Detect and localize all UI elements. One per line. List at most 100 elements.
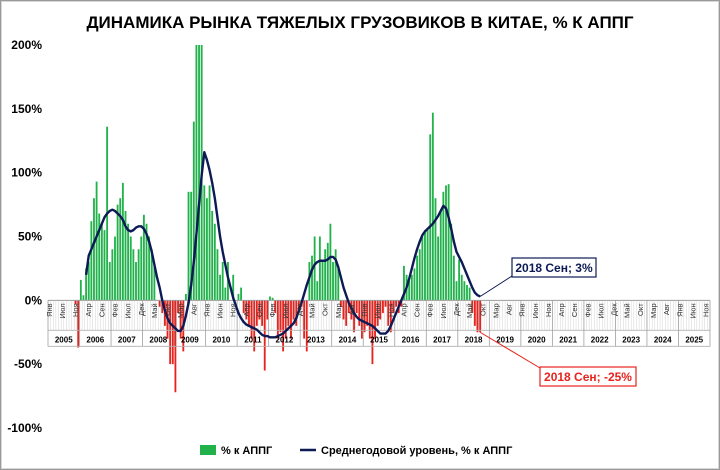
month-tick-label: Май: [623, 303, 632, 318]
month-tick-label: Ноя: [229, 303, 238, 317]
bar: [426, 230, 429, 301]
bar: [316, 281, 319, 301]
month-tick-label: Сен: [255, 303, 264, 317]
year-tick-label: 2006: [86, 335, 104, 344]
bar: [292, 300, 295, 320]
y-tick-label: -100%: [7, 421, 42, 435]
bar: [421, 236, 424, 301]
bar: [413, 268, 416, 301]
bar: [208, 185, 211, 301]
month-tick-label: Сен: [97, 303, 106, 317]
year-tick-label: 2023: [622, 335, 640, 344]
bar: [82, 295, 85, 301]
month-tick-label: Апр: [242, 303, 251, 316]
year-tick-label: 2015: [370, 335, 388, 344]
year-tick-label: 2021: [559, 335, 577, 344]
bar: [124, 210, 127, 301]
x-axis: [47, 299, 711, 347]
year-tick-label: 2017: [433, 335, 451, 344]
bar: [219, 274, 221, 301]
month-tick-label: Окт: [163, 303, 172, 316]
month-tick-label: Ноя: [71, 303, 80, 317]
month-tick-label: Июн: [216, 303, 225, 318]
bar: [297, 300, 300, 314]
bar: [431, 112, 434, 301]
bar: [418, 249, 421, 301]
bar: [332, 262, 334, 301]
bar: [98, 213, 101, 301]
bar: [177, 300, 179, 314]
bar: [100, 223, 103, 301]
bar: [142, 214, 145, 301]
month-tick-label: Июл: [58, 303, 67, 318]
bar: [371, 300, 374, 365]
bar: [185, 293, 187, 301]
month-tick-label: Фев: [426, 303, 435, 317]
bar: [111, 249, 114, 301]
bar: [253, 300, 256, 352]
bar: [389, 300, 392, 333]
month-tick-label: Дек: [610, 303, 619, 316]
x-axis-labels: Янв Июл Ноя Апр Сен Фев Июл Дек Май Окт Мар Авг Янв И…: [45, 303, 711, 345]
bar: [150, 249, 153, 301]
line-callout-box: [511, 257, 597, 278]
bar-series: [74, 45, 482, 393]
month-tick-label: Янв: [360, 303, 369, 317]
bar: [279, 300, 282, 333]
bar: [95, 181, 98, 301]
year-tick-label: 2024: [654, 335, 672, 344]
bar: [287, 300, 290, 326]
bar: [103, 230, 106, 301]
month-tick-label: Янв: [202, 303, 211, 317]
bar: [452, 255, 455, 301]
bar: [303, 300, 306, 339]
bar: [368, 300, 371, 339]
bar: [132, 249, 135, 301]
year-tick-label: 2013: [307, 335, 325, 344]
bar: [408, 281, 411, 301]
bar: [468, 287, 471, 301]
bar: [403, 265, 405, 301]
bar: [276, 300, 279, 339]
bar: [466, 285, 468, 301]
bar: [190, 191, 193, 301]
bar: [473, 300, 476, 326]
bar: [169, 300, 172, 365]
bar: [366, 300, 369, 326]
month-tick-label: Окт: [636, 303, 645, 316]
month-tick-label: Фев: [268, 303, 277, 317]
bar: [384, 300, 387, 307]
month-tick-label: Дек: [137, 303, 146, 316]
year-tick-label: 2018: [465, 335, 483, 344]
bar: [158, 300, 161, 307]
bar: [447, 184, 450, 301]
y-tick-label: 0%: [25, 293, 43, 307]
year-tick-label: 2005: [55, 335, 73, 344]
bar: [198, 45, 200, 301]
bar: [324, 249, 327, 301]
bar: [416, 255, 419, 301]
year-tick-label: 2012: [276, 335, 294, 344]
year-tick-label: 2010: [212, 335, 230, 344]
bar: [342, 300, 345, 320]
bar: [171, 300, 174, 365]
y-tick-label: -50%: [14, 357, 42, 371]
bar: [290, 300, 292, 339]
month-tick-label: Июл: [596, 303, 605, 318]
bar: [211, 210, 214, 301]
legend-bar-swatch: [200, 445, 216, 455]
bar: [308, 262, 311, 301]
month-tick-label: Апр: [399, 303, 408, 316]
bar: [148, 236, 151, 301]
y-tick-label: 150%: [11, 102, 42, 116]
bar: [127, 223, 130, 301]
bar: [334, 249, 337, 301]
month-tick-label: Янв: [45, 303, 54, 317]
bar: [295, 300, 298, 326]
year-tick-label: 2020: [528, 335, 546, 344]
bar: [145, 223, 148, 301]
year-tick-label: 2007: [118, 335, 136, 344]
bar: [329, 223, 332, 301]
month-tick-label: Сен: [413, 303, 422, 317]
